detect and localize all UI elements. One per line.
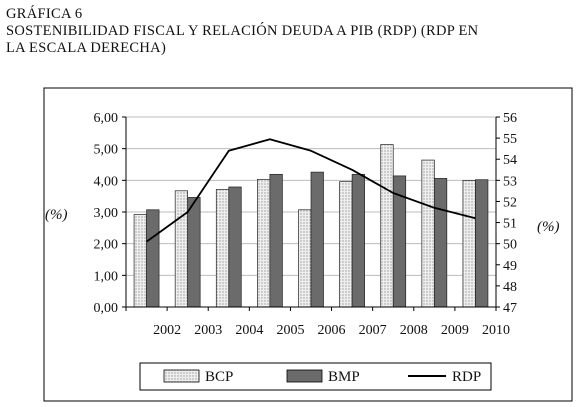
- axes-layer: 0,00 1,00 2,00 3,00 4,00 5,00 6,00 47 48 49 50 51 52…: [94, 111, 518, 338]
- legend-label-bmp: BMP: [328, 369, 360, 385]
- bar-bmp-2009: [433, 178, 448, 308]
- y-tick-label-right: 49: [503, 259, 517, 274]
- y-tick-label-left: 3,00: [94, 206, 119, 221]
- bar-bmp-2002: [146, 209, 160, 308]
- bar-bmp-2010: [475, 179, 489, 308]
- legend-label-bcp: BCP: [205, 369, 233, 385]
- bar-bcp-2002: [133, 214, 147, 308]
- legend-swatch-bcp: [163, 369, 200, 383]
- x-tick-label-2004: 2004: [235, 323, 263, 338]
- bar-bmp-2007: [351, 173, 365, 308]
- figure-title-line-1: SOSTENIBILIDAD FISCAL Y RELACIÓN DEUDA A…: [6, 23, 479, 39]
- figure-title-block: GRÁFICA 6 SOSTENIBILIDAD FISCAL Y RELACI…: [6, 6, 574, 57]
- y-tick-label-left: 5,00: [94, 143, 119, 158]
- bar-bmp-2003: [187, 197, 201, 308]
- y-tick-label-right: 51: [503, 217, 517, 232]
- y-tick-label-right: 47: [503, 301, 517, 316]
- x-tick-label-2002: 2002: [153, 323, 181, 338]
- y-axis-label-right: (%): [537, 219, 560, 235]
- y-tick-label-right: 48: [503, 280, 517, 295]
- bar-bcp-2007: [339, 181, 353, 308]
- y-tick-label-left: 6,00: [94, 111, 119, 126]
- bar-bmp-2006: [310, 171, 324, 308]
- legend: BCP BMP RDP: [139, 362, 492, 391]
- y-tick-label-right: 54: [503, 153, 517, 168]
- figure-title-line-2: LA ESCALA DERECHA): [6, 40, 167, 56]
- x-tick-label-2006: 2006: [318, 323, 346, 338]
- rdp-line: [146, 138, 476, 243]
- y-tick-label-left: 1,00: [94, 269, 119, 284]
- bar-bcp-2005: [257, 179, 271, 308]
- bar-bcp-2008: [380, 144, 394, 308]
- bar-bcp-2010: [462, 179, 476, 308]
- x-tick-label-2008: 2008: [400, 323, 428, 338]
- y-tick-label-right: 52: [503, 195, 517, 210]
- legend-swatch-bmp: [286, 369, 323, 383]
- figure-label: GRÁFICA 6: [6, 6, 83, 22]
- x-tick-label-2010: 2010: [482, 323, 510, 338]
- x-tick-label-2003: 2003: [194, 323, 222, 338]
- x-tick-label-2009: 2009: [441, 323, 469, 338]
- bar-bcp-2009: [421, 159, 435, 308]
- y-tick-label-left: 0,00: [94, 301, 119, 316]
- y-tick-label-right: 50: [503, 238, 517, 253]
- y-tick-label-right: 55: [503, 132, 517, 147]
- y-tick-label-right: 53: [503, 174, 517, 189]
- bar-bcp-2006: [298, 209, 312, 308]
- y-axis-label-left: (%): [45, 207, 68, 223]
- x-tick-label-2005: 2005: [276, 323, 304, 338]
- legend-label-rdp: RDP: [452, 369, 481, 385]
- bars-layer: [133, 144, 489, 308]
- bar-bmp-2004: [228, 186, 242, 308]
- x-tick-label-2007: 2007: [359, 323, 387, 338]
- bar-bcp-2003: [174, 190, 189, 308]
- y-tick-label-left: 4,00: [94, 174, 119, 189]
- y-tick-label-left: 2,00: [94, 238, 119, 253]
- rdp-line-layer: [146, 138, 476, 243]
- bar-bmp-2005: [269, 173, 283, 308]
- bar-bcp-2004: [215, 189, 230, 308]
- y-tick-label-right: 56: [503, 111, 517, 126]
